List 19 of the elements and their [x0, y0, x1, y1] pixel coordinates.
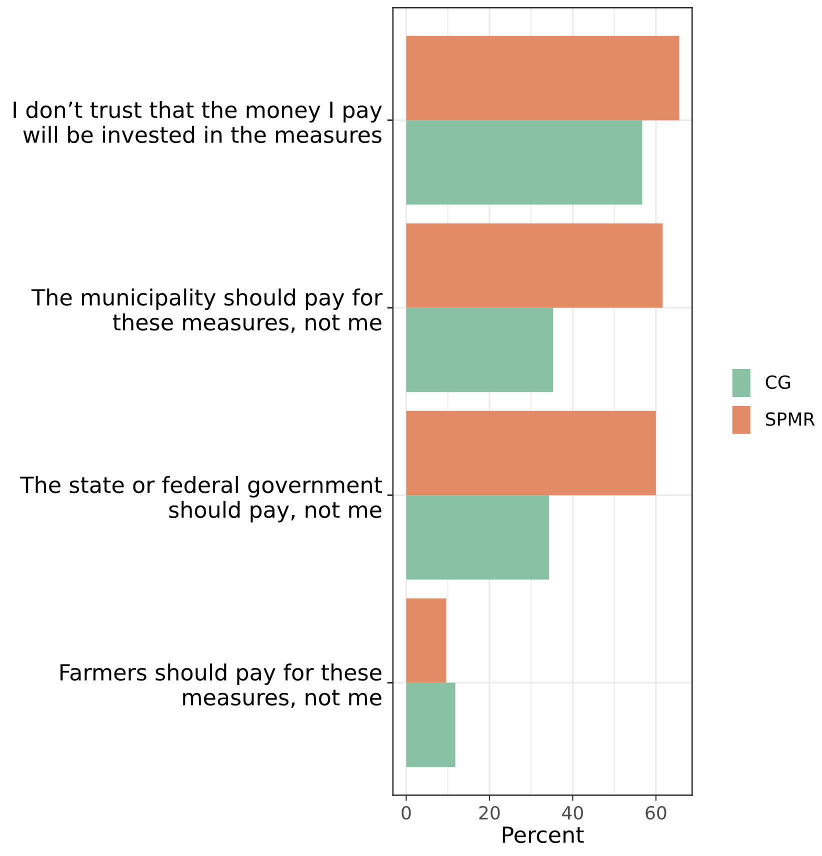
legend-label: SPMR: [766, 412, 815, 426]
y-tick-label: I don’t trust that the money I pay will be invested in the measures: [14, 101, 382, 144]
bar: [406, 308, 554, 392]
x-axis-title: Percent: [502, 826, 584, 844]
x-tick-label: 60: [646, 806, 666, 820]
y-tick-label: The municipality should pay for these measures, not me: [31, 288, 382, 333]
x-tick-label: 20: [479, 806, 500, 820]
x-tick-label: 40: [562, 806, 583, 820]
bar: [406, 495, 549, 580]
x-tick-label: 0: [402, 806, 411, 820]
bar: [406, 410, 656, 496]
bar: [406, 598, 446, 683]
legend-label: CG: [766, 375, 790, 389]
bar: [406, 223, 663, 308]
bar: [406, 682, 456, 768]
y-tick-label: Farmers should pay for these measures, not me: [60, 664, 382, 708]
y-tick-label: The state or federal government should pay, not me: [20, 476, 382, 522]
bar: [406, 36, 680, 120]
bar: [406, 120, 642, 205]
